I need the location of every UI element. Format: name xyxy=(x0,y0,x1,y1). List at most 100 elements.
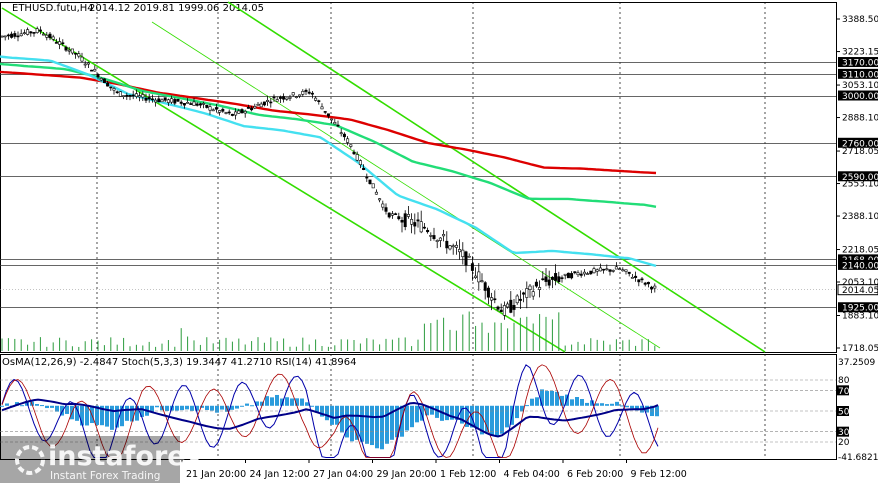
osma-bar xyxy=(275,394,279,406)
candle-body xyxy=(218,110,222,113)
candle-body xyxy=(435,240,439,242)
osma-bar xyxy=(270,397,274,406)
candle-body xyxy=(106,82,110,87)
osma-bar xyxy=(430,405,434,415)
osma-bar xyxy=(545,391,549,406)
osma-bar xyxy=(110,405,114,430)
osma-bar xyxy=(435,405,439,418)
candle-body xyxy=(592,268,596,274)
channel-lower-line xyxy=(1,7,566,353)
candle-body xyxy=(64,46,68,51)
moving-average-line xyxy=(0,70,657,175)
candle-body xyxy=(467,255,471,258)
oscillator-level-tag xyxy=(836,385,849,396)
candle-body xyxy=(160,99,164,103)
osma-bar xyxy=(365,405,369,444)
candle-body xyxy=(384,207,388,212)
candle-body xyxy=(397,216,401,220)
candle-body xyxy=(470,263,474,271)
candle-body xyxy=(266,99,270,102)
candle-body xyxy=(653,285,657,289)
candle-body xyxy=(442,234,446,237)
candle-body xyxy=(240,109,244,113)
osma-bar xyxy=(495,405,499,436)
price-level-tag-label: 3000.00 xyxy=(842,92,878,102)
candle-body xyxy=(58,41,62,45)
osma-bar xyxy=(235,405,239,409)
candle-body xyxy=(112,88,116,91)
candle-body xyxy=(406,214,410,217)
osma-bar xyxy=(100,405,104,426)
osma-bar xyxy=(300,398,304,406)
price-level-tag xyxy=(838,68,878,79)
candle-body xyxy=(198,103,202,106)
candle-body xyxy=(339,132,343,135)
price-level-tag xyxy=(838,137,878,148)
oscillator-level-tag-label: 50 xyxy=(838,408,850,418)
candle-body xyxy=(189,103,193,105)
osma-bar xyxy=(490,405,494,436)
osma-bar xyxy=(485,405,489,433)
candle-body xyxy=(326,113,330,117)
osma-bar xyxy=(80,405,84,426)
price-tick-label: 2218.05 xyxy=(842,246,878,256)
candle-body xyxy=(560,277,564,279)
osma-bar xyxy=(165,405,169,411)
candle-body xyxy=(301,91,305,95)
price-tick-label: 2053.10 xyxy=(842,278,878,288)
osma-bar xyxy=(220,405,224,410)
candle-body xyxy=(534,281,538,287)
osma-bar xyxy=(445,405,449,421)
osma-bar xyxy=(155,405,159,408)
current-price-tag-label: 2014.05 xyxy=(842,286,878,296)
osma-bar xyxy=(250,405,254,407)
osma-bar xyxy=(455,405,459,420)
candle-body xyxy=(320,106,324,110)
candle-body xyxy=(125,94,129,97)
indicator-title: OsMA(12,26,9) -2.4847 Stoch(5,3,3) 19.34… xyxy=(2,357,357,368)
time-tick-label: 9 Feb 12:00 xyxy=(631,469,687,480)
osma-bar xyxy=(175,405,179,411)
candle-body xyxy=(13,33,17,37)
candle-body xyxy=(269,101,273,104)
osma-bar xyxy=(450,405,454,420)
candle-body xyxy=(48,33,52,39)
price-tick-label: 3053.10 xyxy=(842,81,878,91)
candle-body xyxy=(83,63,87,66)
candle-body xyxy=(410,219,414,225)
candle-body xyxy=(518,298,522,301)
candle-body xyxy=(147,97,151,100)
osma-bar xyxy=(385,405,389,444)
oscillator-axis-label: 37.2509 xyxy=(838,358,875,368)
watermark-brand: instaforex xyxy=(48,441,203,472)
osma-bar xyxy=(550,390,554,406)
osma-bar xyxy=(210,405,214,411)
osma-bar xyxy=(570,399,574,406)
candle-body xyxy=(454,244,458,248)
candle-body xyxy=(144,97,148,101)
candle-body xyxy=(419,221,423,233)
candle-body xyxy=(77,53,81,57)
candle-body xyxy=(333,122,337,125)
osma-bar xyxy=(480,405,484,435)
osma-bar xyxy=(200,405,204,408)
candle-body xyxy=(246,106,250,109)
candle-body xyxy=(416,219,420,222)
candle-body xyxy=(109,86,113,89)
candle-body xyxy=(67,49,71,52)
candle-body xyxy=(243,111,247,114)
osma-bar xyxy=(295,398,299,406)
osma-bar xyxy=(375,405,379,449)
price-tick-label: 2388.10 xyxy=(842,212,878,222)
candle-body xyxy=(429,235,433,237)
oscillator-level-tag xyxy=(836,426,849,437)
candle-body xyxy=(179,101,183,104)
candle-body xyxy=(570,273,574,279)
osma-bar xyxy=(610,403,614,406)
candle-body xyxy=(138,95,142,98)
candle-body xyxy=(493,298,497,301)
moving-average-line xyxy=(0,55,657,268)
osma-bar xyxy=(630,405,634,409)
